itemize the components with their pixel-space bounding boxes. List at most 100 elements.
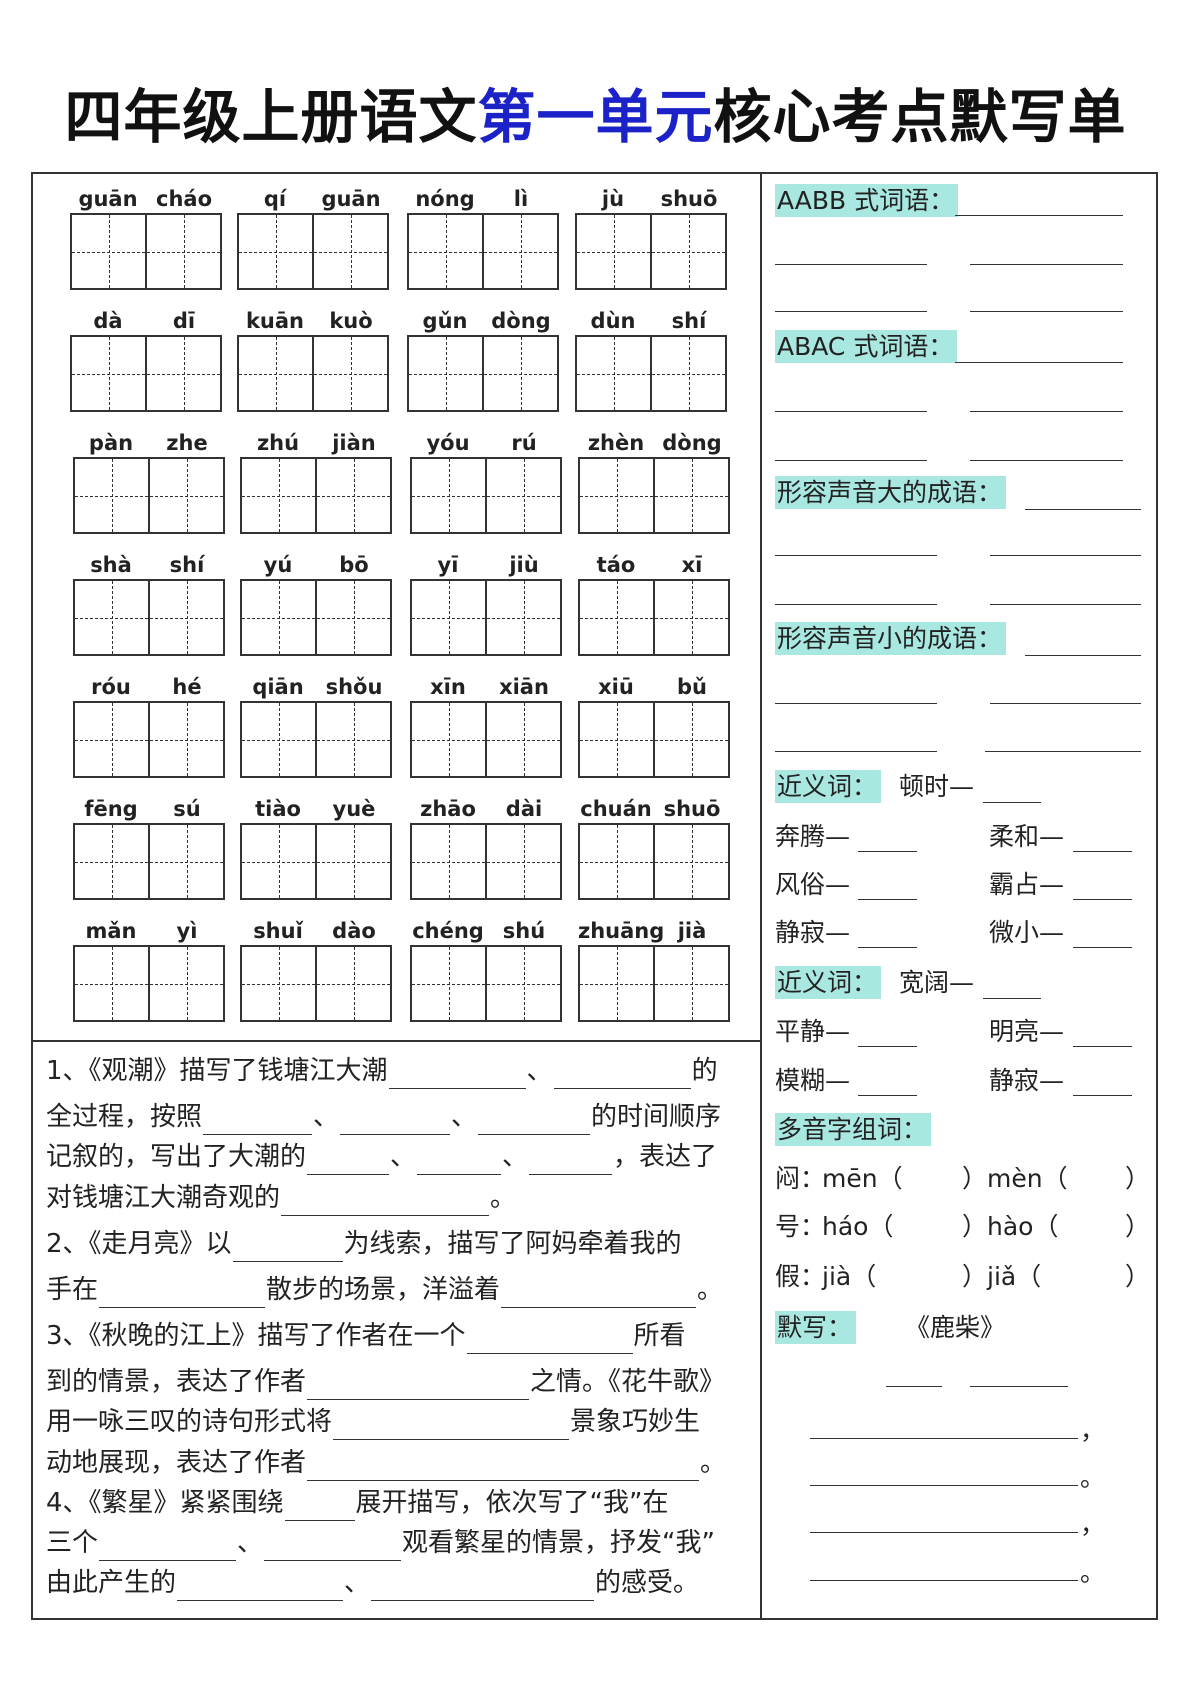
char-cell[interactable] [242,825,317,898]
answer-blank[interactable] [858,851,917,852]
char-cell[interactable] [580,703,655,776]
answer-blank[interactable] [1073,1095,1132,1096]
tianzige-box[interactable] [575,213,727,290]
answer-blank[interactable] [810,1485,1078,1486]
answer-blank[interactable] [775,460,927,461]
answer-blank[interactable] [970,264,1123,265]
char-cell[interactable] [314,337,387,410]
tianzige-box[interactable] [240,457,392,534]
answer-blank[interactable] [232,1234,343,1262]
char-cell[interactable] [409,337,484,410]
tianzige-box[interactable] [240,945,392,1022]
answer-blank[interactable] [775,555,937,556]
char-cell[interactable] [317,459,390,532]
char-cell[interactable] [242,947,317,1020]
answer-blank[interactable] [1073,1046,1132,1047]
answer-blank[interactable] [417,1147,502,1175]
answer-blank[interactable] [955,362,1123,363]
char-cell[interactable] [577,337,652,410]
answer-blank[interactable] [1073,899,1132,900]
answer-blank[interactable] [858,1046,917,1047]
tianzige-box[interactable] [407,335,559,412]
answer-blank[interactable] [990,703,1141,704]
answer-blank[interactable] [886,1386,942,1387]
char-cell[interactable] [317,825,390,898]
char-cell[interactable] [652,215,725,288]
char-cell[interactable] [150,459,223,532]
answer-blank[interactable] [858,1095,917,1096]
tianzige-box[interactable] [578,457,730,534]
char-cell[interactable] [484,215,557,288]
answer-blank[interactable] [970,460,1123,461]
char-cell[interactable] [150,703,223,776]
answer-blank[interactable] [985,751,1141,752]
answer-blank[interactable] [1025,509,1141,510]
answer-blank[interactable] [553,1061,691,1089]
tianzige-box[interactable] [73,579,225,656]
answer-blank[interactable] [775,703,937,704]
char-cell[interactable] [655,581,728,654]
char-cell[interactable] [150,825,223,898]
answer-blank[interactable] [371,1573,595,1601]
answer-blank[interactable] [775,604,937,605]
char-cell[interactable] [75,459,150,532]
answer-blank[interactable] [858,899,917,900]
tianzige-box[interactable] [410,457,562,534]
answer-blank[interactable] [529,1147,613,1175]
tianzige-box[interactable] [575,335,727,412]
char-cell[interactable] [580,825,655,898]
char-cell[interactable] [147,337,220,410]
char-cell[interactable] [412,703,487,776]
answer-blank[interactable] [340,1107,451,1135]
answer-blank[interactable] [955,215,1123,216]
char-cell[interactable] [314,215,387,288]
char-cell[interactable] [580,581,655,654]
char-cell[interactable] [75,947,150,1020]
char-cell[interactable] [487,581,560,654]
char-cell[interactable] [150,581,223,654]
answer-blank[interactable] [775,264,927,265]
answer-blank[interactable] [1025,655,1141,656]
answer-blank[interactable] [775,751,937,752]
tianzige-box[interactable] [73,945,225,1022]
answer-blank[interactable] [775,311,927,312]
char-cell[interactable] [75,581,150,654]
answer-blank[interactable] [99,1533,237,1561]
tianzige-box[interactable] [410,945,562,1022]
char-cell[interactable] [484,337,557,410]
char-cell[interactable] [242,703,317,776]
tianzige-box[interactable] [578,579,730,656]
char-cell[interactable] [487,947,560,1020]
answer-blank[interactable] [858,947,917,948]
char-cell[interactable] [412,581,487,654]
tianzige-box[interactable] [410,579,562,656]
answer-blank[interactable] [983,998,1041,999]
char-cell[interactable] [72,215,147,288]
tianzige-box[interactable] [237,213,389,290]
tianzige-box[interactable] [578,701,730,778]
tianzige-box[interactable] [240,823,392,900]
tianzige-box[interactable] [407,213,559,290]
answer-blank[interactable] [284,1493,355,1521]
char-cell[interactable] [317,947,390,1020]
answer-blank[interactable] [177,1573,344,1601]
answer-blank[interactable] [264,1533,402,1561]
char-cell[interactable] [412,459,487,532]
answer-blank[interactable] [1073,851,1132,852]
char-cell[interactable] [487,459,560,532]
answer-blank[interactable] [810,1438,1078,1439]
char-cell[interactable] [412,825,487,898]
tianzige-box[interactable] [70,213,222,290]
char-cell[interactable] [655,947,728,1020]
answer-blank[interactable] [970,311,1123,312]
char-cell[interactable] [317,581,390,654]
char-cell[interactable] [487,825,560,898]
tianzige-box[interactable] [410,823,562,900]
char-cell[interactable] [72,337,147,410]
answer-blank[interactable] [99,1280,266,1308]
char-cell[interactable] [577,215,652,288]
answer-blank[interactable] [307,1372,530,1400]
char-cell[interactable] [147,215,220,288]
char-cell[interactable] [150,947,223,1020]
char-cell[interactable] [652,337,725,410]
